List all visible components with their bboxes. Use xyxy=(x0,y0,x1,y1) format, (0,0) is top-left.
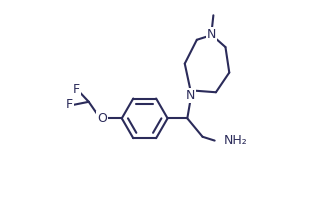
Text: N: N xyxy=(207,28,217,41)
Text: F: F xyxy=(66,98,73,111)
Text: NH₂: NH₂ xyxy=(224,134,248,147)
Text: O: O xyxy=(97,112,107,125)
Text: N: N xyxy=(186,89,195,102)
Text: F: F xyxy=(73,83,80,96)
